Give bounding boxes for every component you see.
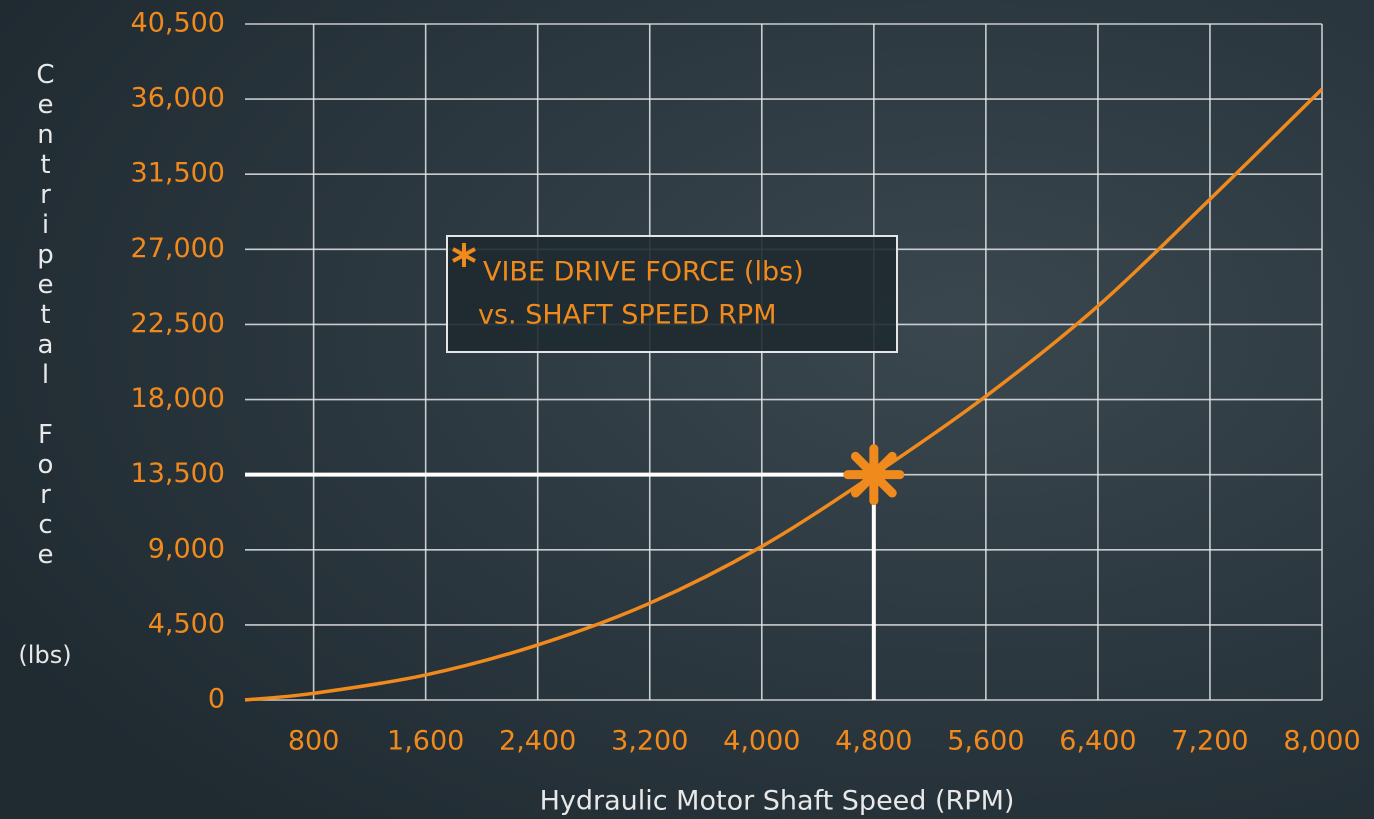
annotation-line: VIBE DRIVE FORCE (lbs) <box>483 257 804 288</box>
y-tick-label: 40,500 <box>131 8 225 39</box>
y-tick-label: 27,000 <box>131 233 225 264</box>
y-tick-label: 22,500 <box>131 308 225 339</box>
y-axis-label: Centripetal Force <box>31 60 61 570</box>
y-tick-label: 0 <box>208 684 225 715</box>
x-tick-label: 6,400 <box>1059 726 1136 757</box>
y-tick-label: 36,000 <box>131 83 225 114</box>
data-line <box>244 87 1324 702</box>
x-tick-label: 4,000 <box>723 726 800 757</box>
y-tick-label: 4,500 <box>148 608 225 639</box>
y-tick-label: 9,000 <box>148 533 225 564</box>
x-axis-label: Hydraulic Motor Shaft Speed (RPM) <box>540 786 1015 817</box>
grid <box>245 23 1323 701</box>
annotation-line: vs. SHAFT SPEED RPM <box>478 300 777 331</box>
x-tick-label: 8,000 <box>1283 726 1360 757</box>
annotation-asterisk <box>452 243 476 267</box>
x-tick-label: 3,200 <box>611 726 688 757</box>
y-tick-label: 18,000 <box>131 383 225 414</box>
x-tick-label: 7,200 <box>1171 726 1248 757</box>
y-tick-label: 31,500 <box>131 158 225 189</box>
annotation-box <box>446 235 898 353</box>
x-tick-label: 5,600 <box>947 726 1024 757</box>
y-tick-label: 13,500 <box>131 458 225 489</box>
x-tick-label: 1,600 <box>387 726 464 757</box>
x-tick-label: 2,400 <box>499 726 576 757</box>
x-tick-label: 800 <box>288 726 340 757</box>
plot <box>244 87 1324 702</box>
y-axis-unit: (lbs) <box>18 641 71 669</box>
highlight-marker <box>843 444 905 506</box>
x-tick-label: 4,800 <box>835 726 912 757</box>
